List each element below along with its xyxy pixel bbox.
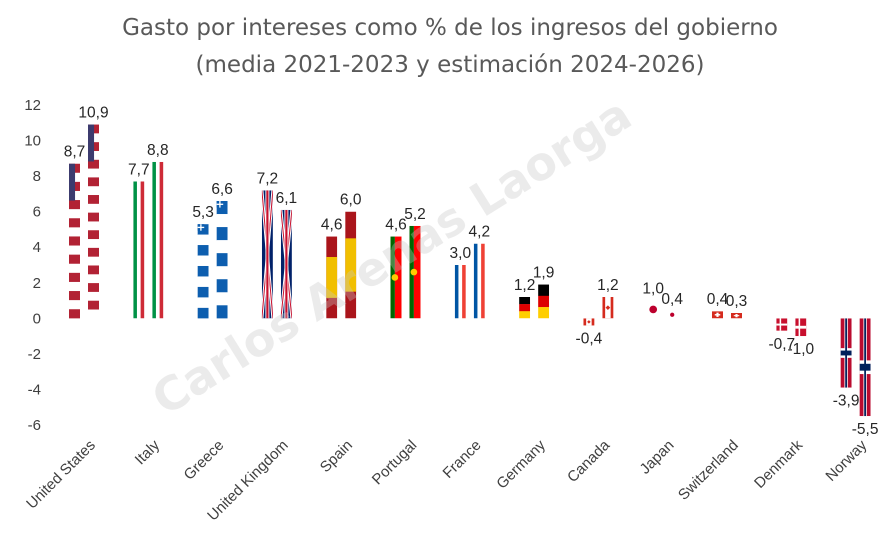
bar-fr-est-2024-2026	[474, 244, 485, 319]
data-label: 6,6	[211, 181, 233, 198]
data-label: 8,7	[64, 144, 86, 161]
bar-it-avg-2021-2023	[133, 181, 144, 318]
chart-subtitle: (media 2021-2023 y estimación 2024-2026)	[196, 52, 705, 78]
bar-de-est-2024-2026	[538, 285, 549, 319]
y-axis: -6 -4 -2 0 2 4 6 8 10 12	[24, 97, 41, 434]
bar-no-est-2024-2026	[860, 318, 871, 416]
bar-gr-avg-2021-2023	[198, 224, 209, 319]
y-tick-label: 0	[33, 310, 41, 327]
data-label: 8,8	[147, 142, 169, 159]
bar-ch-est-2024-2026	[731, 313, 742, 318]
bar-dk-avg-2021-2023	[776, 318, 787, 330]
y-tick-label: -2	[28, 346, 41, 363]
data-label: 6,0	[340, 192, 362, 209]
bar-us-est-2024-2026	[88, 125, 99, 319]
data-label: 7,2	[257, 170, 279, 187]
category-label: Japan	[637, 437, 678, 478]
bar-de-avg-2021-2023	[519, 297, 530, 318]
data-label: 1,9	[533, 265, 555, 282]
category-label: Denmark	[751, 436, 806, 491]
category-labels-group: United StatesItalyGreeceUnited KingdomSp…	[23, 436, 871, 524]
category-label: Portugal	[369, 437, 421, 489]
bar-gr-est-2024-2026	[217, 201, 228, 319]
category-label: Greece	[181, 437, 228, 484]
y-tick-label: 6	[33, 204, 41, 221]
y-tick-label: 2	[33, 275, 41, 292]
category-label: Italy	[132, 436, 164, 468]
bar-ca-est-2024-2026	[602, 297, 613, 318]
data-label: 5,3	[192, 204, 214, 221]
category-label: United States	[23, 437, 99, 513]
y-tick-label: 4	[33, 239, 41, 256]
data-label: 1,2	[597, 277, 619, 294]
bar-jp-est-2024-2026	[667, 311, 678, 318]
bar-jp-avg-2021-2023	[648, 301, 659, 319]
y-tick-label: 10	[24, 133, 41, 150]
data-label: 0,4	[661, 291, 683, 308]
category-label: Canada	[564, 436, 614, 486]
interest-expense-chart: Gasto por intereses como % de los ingres…	[0, 0, 889, 537]
y-tick-label: -4	[28, 381, 41, 398]
bar-dk-est-2024-2026	[795, 318, 806, 336]
data-label: 7,7	[128, 161, 150, 178]
bar-ca-avg-2021-2023	[583, 318, 594, 325]
y-tick-label: 8	[33, 168, 41, 185]
bar-ch-avg-2021-2023	[712, 311, 723, 318]
data-label: 6,1	[276, 190, 298, 207]
category-label: Spain	[317, 437, 356, 476]
category-label: Norway	[822, 436, 870, 484]
bar-it-est-2024-2026	[152, 162, 163, 318]
category-label: Germany	[493, 436, 549, 492]
data-label: -5,5	[852, 421, 879, 438]
bar-no-avg-2021-2023	[841, 318, 852, 387]
chart-title: Gasto por intereses como % de los ingres…	[122, 15, 778, 41]
bar-fr-avg-2021-2023	[455, 265, 466, 318]
y-tick-label: -6	[28, 417, 41, 434]
data-label: -1,0	[787, 341, 814, 358]
category-label: Switzerland	[675, 437, 742, 504]
category-label: France	[440, 437, 485, 482]
data-label: -3,9	[833, 393, 860, 410]
y-tick-label: 12	[24, 97, 41, 114]
bar-us-avg-2021-2023	[69, 164, 80, 319]
data-label: 10,9	[78, 105, 108, 122]
data-label: 4,6	[321, 217, 343, 234]
data-label: 0,3	[726, 293, 748, 310]
data-label: -0,4	[576, 330, 603, 347]
